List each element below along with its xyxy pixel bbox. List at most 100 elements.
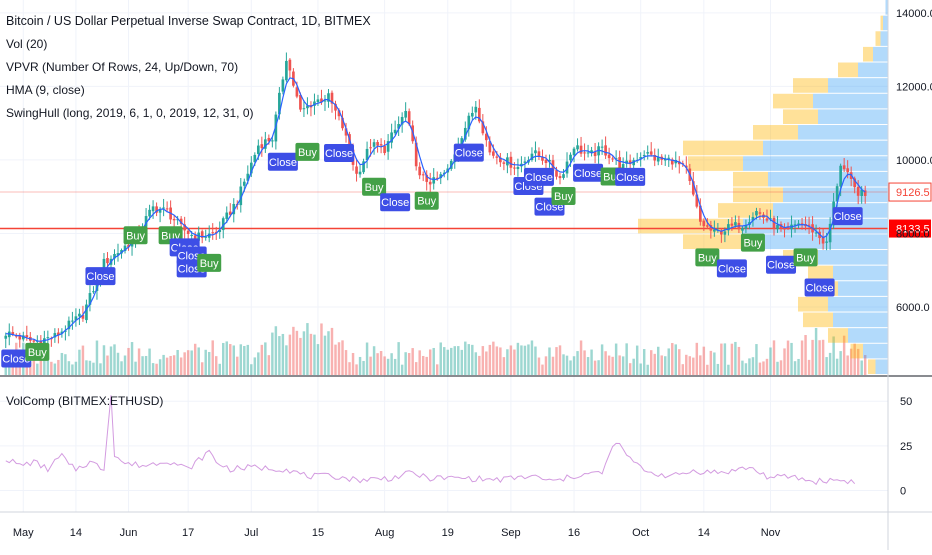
volume-bar bbox=[779, 360, 783, 375]
vpvr-row-up bbox=[828, 78, 888, 93]
candle-body bbox=[772, 217, 776, 229]
volume-bar bbox=[348, 362, 351, 375]
candle-body bbox=[492, 151, 495, 156]
volume-bar bbox=[246, 344, 250, 375]
candle-body bbox=[758, 212, 762, 214]
candle-body bbox=[751, 216, 755, 221]
volume-bar bbox=[495, 346, 499, 375]
candle-body bbox=[604, 145, 607, 156]
candle-body bbox=[846, 168, 849, 173]
buy-signal-bg bbox=[414, 191, 439, 210]
volume-bar bbox=[165, 357, 169, 375]
candle-body bbox=[593, 151, 597, 157]
candle-body bbox=[386, 141, 390, 152]
volume-bar bbox=[99, 363, 102, 375]
lower-y-tick-label: 25 bbox=[900, 441, 912, 453]
volume-bar bbox=[253, 357, 257, 375]
volume-bar bbox=[285, 345, 288, 375]
volume-bar bbox=[565, 355, 569, 375]
volume-bar bbox=[204, 349, 207, 375]
candle-body bbox=[744, 225, 748, 229]
volume-bar bbox=[243, 345, 246, 375]
volume-bar bbox=[393, 358, 397, 375]
close-signal-label: Close bbox=[86, 271, 114, 283]
volume-bar bbox=[706, 364, 709, 375]
candle-body bbox=[113, 253, 116, 259]
candle-body bbox=[607, 154, 611, 159]
close-signal-label: Close bbox=[2, 353, 30, 365]
horizontal-lines: 8133.5 9126.5 bbox=[0, 182, 932, 238]
vpvr-row-down bbox=[838, 62, 858, 78]
price-tag-bg bbox=[888, 182, 932, 202]
volume-bar bbox=[520, 345, 523, 375]
volume-bar bbox=[734, 341, 737, 375]
volume-bar bbox=[562, 354, 565, 375]
candle-body bbox=[207, 233, 211, 238]
volume-bar bbox=[151, 363, 155, 375]
close-signal-label: Close bbox=[325, 148, 353, 160]
close-signal-label: Close bbox=[718, 263, 746, 275]
candle-body bbox=[211, 232, 215, 234]
volume-bar bbox=[681, 364, 685, 375]
candle-body bbox=[723, 231, 727, 235]
volume-bar bbox=[685, 354, 688, 375]
candle-body bbox=[825, 241, 828, 243]
volume-bar bbox=[748, 358, 751, 375]
volume-bar bbox=[211, 340, 214, 375]
volume-bar bbox=[330, 327, 334, 375]
volume-bar bbox=[628, 363, 632, 375]
candle-body bbox=[334, 103, 337, 111]
buy-signal-bg bbox=[25, 342, 50, 361]
volume-bar bbox=[232, 345, 235, 375]
candle-body bbox=[355, 166, 358, 174]
vpvr-row-down bbox=[783, 109, 818, 125]
candle-body bbox=[71, 320, 74, 322]
candle-body bbox=[621, 164, 625, 169]
volume-bar bbox=[302, 331, 306, 375]
candle-body bbox=[432, 177, 436, 184]
candle-body bbox=[193, 235, 197, 242]
close-signal-bg bbox=[85, 267, 116, 286]
volume-bar bbox=[53, 363, 57, 375]
candle-body bbox=[579, 145, 583, 154]
candle-body bbox=[348, 134, 351, 152]
candle-body bbox=[572, 148, 576, 156]
close-signal-bg bbox=[716, 259, 747, 278]
volume-bar bbox=[590, 349, 593, 375]
candle-body bbox=[614, 158, 618, 160]
close-signal-bg bbox=[766, 255, 797, 274]
vpvr-row-up bbox=[848, 328, 888, 343]
candle-body bbox=[85, 304, 88, 321]
buy-signal-label: Buy bbox=[417, 196, 436, 208]
volume-bar bbox=[611, 356, 614, 375]
volume-bar bbox=[137, 348, 141, 375]
candle-body bbox=[720, 231, 723, 235]
legend-vpvr: VPVR (Number Of Rows, 24, Up/Down, 70) bbox=[6, 60, 239, 74]
candle-body bbox=[299, 95, 302, 110]
volume-bar bbox=[327, 331, 330, 375]
close-signal-label: Close bbox=[269, 157, 297, 169]
close-signal-label: Close bbox=[767, 260, 795, 272]
vpvr-row-up bbox=[838, 281, 888, 296]
vpvr-row-up bbox=[813, 93, 888, 109]
volume-bar bbox=[306, 323, 309, 375]
candle-body bbox=[316, 99, 320, 103]
candle-body bbox=[67, 320, 71, 330]
candle-body bbox=[558, 176, 562, 179]
volume-bar bbox=[642, 349, 646, 375]
candle-body bbox=[727, 224, 730, 231]
buy-signal-label: Buy bbox=[298, 147, 317, 159]
volume-bar bbox=[267, 355, 271, 375]
close-signal-label: Close bbox=[616, 172, 644, 184]
volume-bar bbox=[74, 361, 78, 375]
volume-bar bbox=[769, 347, 772, 375]
volume-bar bbox=[169, 355, 172, 375]
legend-swinghull: SwingHull (long, 2019, 6, 1, 0, 2019, 12… bbox=[6, 106, 254, 120]
volume-bar bbox=[446, 349, 449, 375]
candle-body bbox=[853, 178, 857, 188]
volume-bar bbox=[411, 348, 414, 375]
candle-body bbox=[488, 141, 492, 153]
